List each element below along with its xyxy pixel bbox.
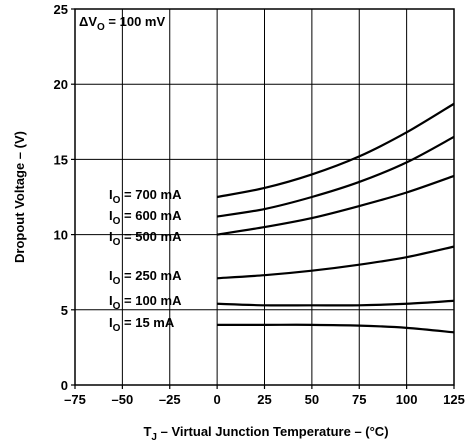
x-tick-label: 0 bbox=[214, 392, 221, 407]
series-line-0 bbox=[216, 102, 455, 199]
y-tick-label: 20 bbox=[54, 77, 68, 92]
series-line-1 bbox=[216, 135, 455, 218]
series-label-500ma: IO = 500 mA bbox=[109, 229, 182, 248]
y-axis-label: Dropout Voltage – (V) bbox=[12, 131, 27, 263]
y-tick-label: 0 bbox=[61, 378, 68, 393]
y-tick-label: 15 bbox=[54, 152, 68, 167]
delta-vo-annotation: ΔVO = 100 mV bbox=[79, 14, 165, 33]
series-line-4 bbox=[217, 299, 455, 307]
series-line-2 bbox=[216, 174, 455, 236]
series-label-600ma: IO = 600 mA bbox=[109, 208, 182, 227]
x-tick-label: 125 bbox=[443, 392, 465, 407]
series-label-250ma: IO = 250 mA bbox=[109, 268, 182, 287]
series-lines bbox=[216, 102, 455, 334]
y-tick-label: 5 bbox=[61, 303, 68, 318]
x-tick-label: 100 bbox=[396, 392, 418, 407]
y-tick-label: 10 bbox=[54, 228, 68, 243]
x-axis-ticks: –75 –50 –25 0 25 50 75 100 125 bbox=[64, 385, 465, 407]
x-axis-label: TJ – Virtual Junction Temperature – (°C) bbox=[143, 424, 388, 443]
y-tick-label: 25 bbox=[54, 2, 68, 17]
x-tick-label: –50 bbox=[112, 392, 134, 407]
x-tick-label: –25 bbox=[159, 392, 181, 407]
series-label-100ma: IO = 100 mA bbox=[109, 293, 182, 312]
x-tick-label: 50 bbox=[305, 392, 319, 407]
x-tick-label: 25 bbox=[257, 392, 271, 407]
series-line-3 bbox=[217, 245, 455, 280]
series-label-700ma: IO = 700 mA bbox=[109, 187, 182, 206]
y-axis-ticks: 0 5 10 15 20 25 bbox=[54, 2, 75, 393]
series-label-15ma: IO = 15 mA bbox=[109, 315, 175, 334]
x-tick-label: 75 bbox=[352, 392, 366, 407]
x-tick-label: –75 bbox=[64, 392, 86, 407]
series-line-5 bbox=[217, 323, 455, 334]
